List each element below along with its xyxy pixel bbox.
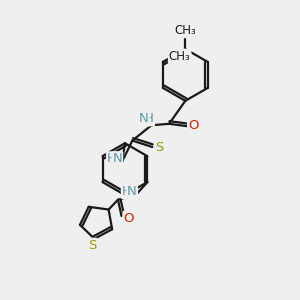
Text: S: S (154, 141, 163, 154)
Text: N: N (112, 152, 122, 165)
Text: O: O (124, 212, 134, 225)
Text: S: S (88, 239, 96, 252)
Text: H: H (107, 152, 117, 165)
Text: N: N (127, 185, 137, 198)
Text: N: N (139, 112, 149, 125)
Text: H: H (122, 185, 132, 198)
Text: O: O (188, 119, 199, 132)
Text: CH₃: CH₃ (169, 50, 190, 63)
Text: H: H (144, 112, 154, 125)
Text: CH₃: CH₃ (175, 24, 196, 37)
